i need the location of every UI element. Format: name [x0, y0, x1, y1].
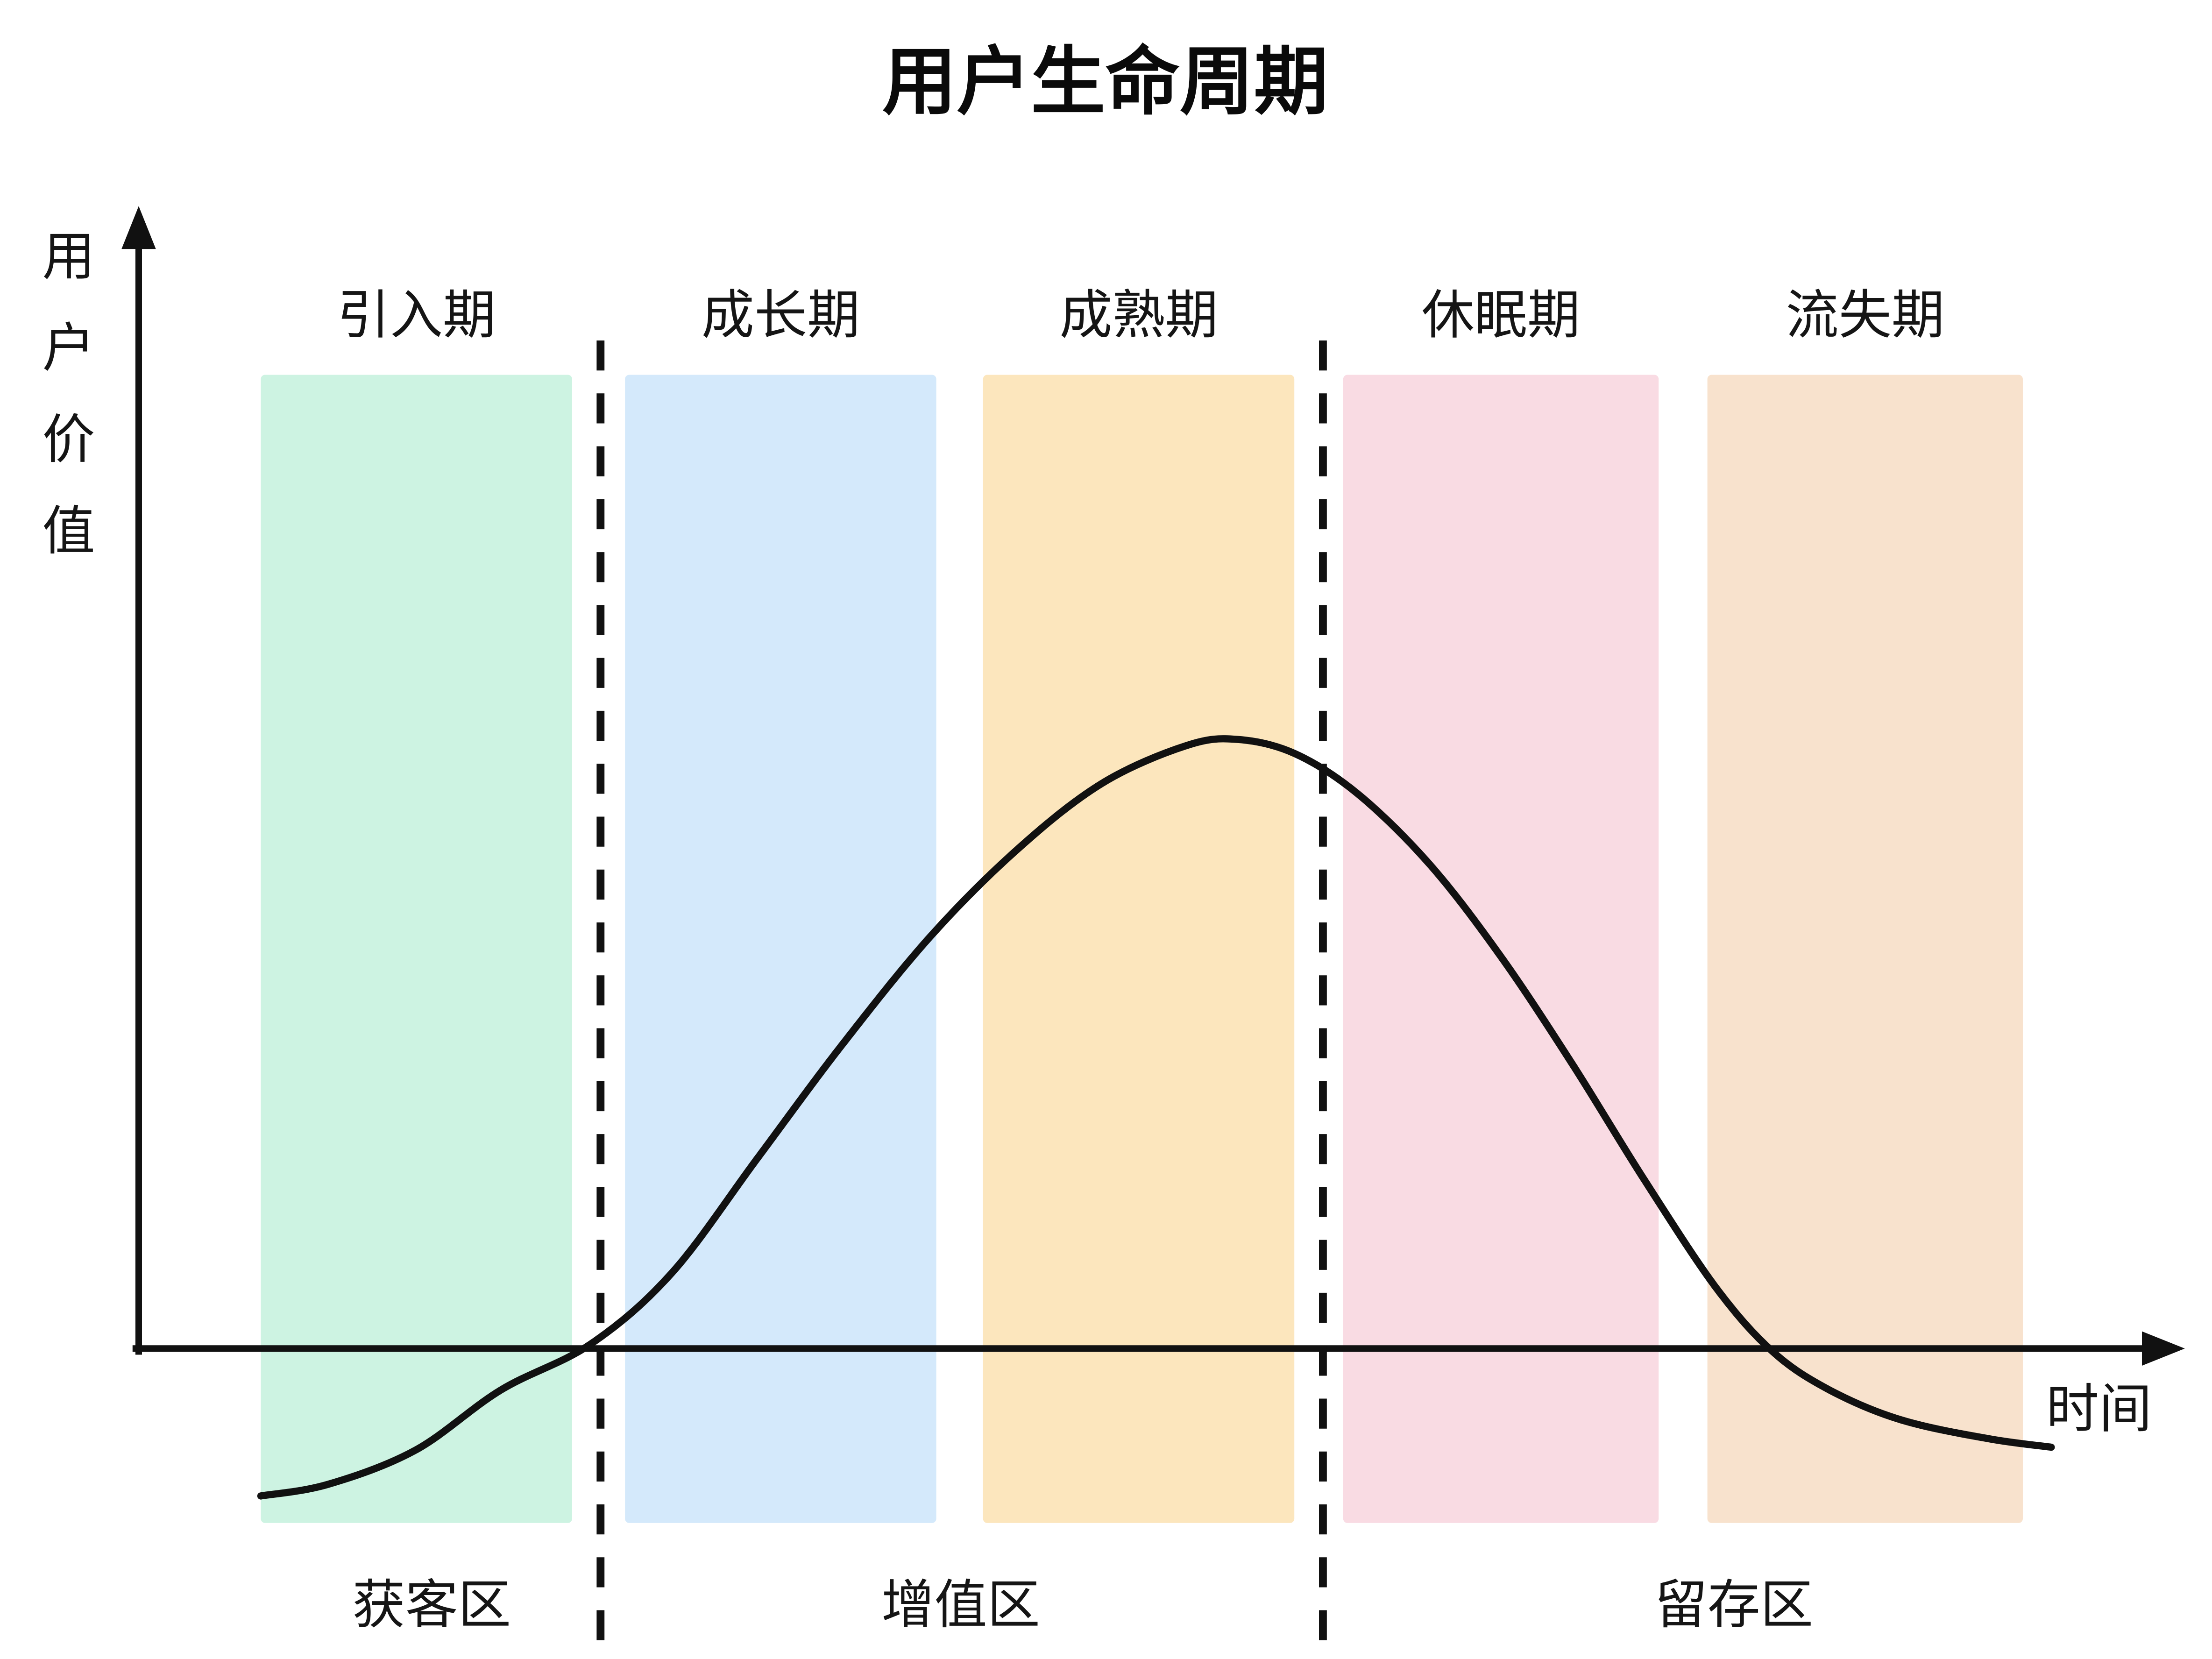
curve-group — [257, 735, 2055, 1500]
x-axis-label: 时间 — [2046, 1380, 2152, 1439]
stage-band-5 — [1707, 375, 2023, 1523]
stage-label-3: 成熟期 — [1059, 286, 1218, 345]
stage-label-1: 引入期 — [337, 286, 496, 345]
zone-label-1: 获客区 — [352, 1575, 511, 1635]
chart-title: 用户生命周期 — [882, 40, 1328, 123]
zone-labels: 获客区 增值区 留存区 — [352, 1575, 1813, 1635]
zone-dividers — [596, 340, 1327, 1648]
stage-label-2: 成长期 — [702, 286, 860, 345]
zone-label-2: 增值区 — [881, 1575, 1040, 1635]
stage-band-1 — [261, 375, 572, 1523]
y-axis-arrow-icon — [121, 206, 156, 249]
y-axis-label: 用户价值 — [42, 227, 95, 561]
stage-label-4: 休眠期 — [1422, 286, 1581, 345]
zone-label-3: 留存区 — [1654, 1575, 1813, 1635]
stage-bands — [261, 375, 2023, 1523]
stage-band-4 — [1343, 375, 1659, 1523]
x-axis-arrow-icon — [2141, 1331, 2185, 1366]
stage-labels: 引入期 成长期 成熟期 休眠期 流失期 — [337, 286, 1945, 345]
lifecycle-curve — [257, 735, 2055, 1500]
axes — [121, 206, 2185, 1366]
stage-label-5: 流失期 — [1786, 286, 1944, 345]
stage-band-3 — [983, 375, 1295, 1523]
